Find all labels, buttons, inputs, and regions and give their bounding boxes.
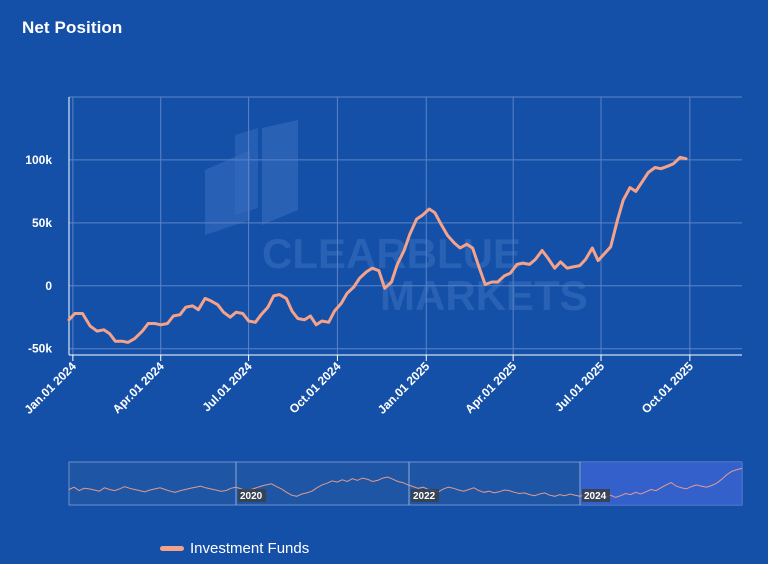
navigator[interactable]: 2020 2022 2024 <box>68 461 743 506</box>
legend-item-investment-funds[interactable]: Investment Funds <box>160 540 309 557</box>
y-tick-label: 0 <box>45 279 52 293</box>
legend-swatch <box>160 546 184 551</box>
x-tick-label: Oct.01 2025 <box>639 359 696 416</box>
series-line-investment-funds[interactable] <box>67 155 688 344</box>
x-tick-label: Jul.01 2025 <box>552 359 607 414</box>
y-tick-label: 100k <box>25 153 52 167</box>
x-tick-label: Jan.01 2024 <box>21 359 79 417</box>
series-investment-funds[interactable] <box>67 155 688 344</box>
x-tick-label: Apr.01 2024 <box>110 359 167 416</box>
navigator-year-label: 2024 <box>584 491 607 502</box>
chart-title: Net Position <box>22 18 123 37</box>
grid <box>69 96 742 355</box>
x-tick-label: Oct.01 2024 <box>286 359 343 416</box>
x-tick-label: Jan.01 2025 <box>375 359 433 417</box>
x-tick-label: Apr.01 2025 <box>462 359 519 416</box>
y-axis: -50k 0 50k 100k <box>25 97 70 356</box>
watermark-line1: CLEARBLUE <box>262 230 521 277</box>
legend-label: Investment Funds <box>190 540 310 557</box>
navigator-year-label: 2022 <box>413 491 436 502</box>
y-tick-label: -50k <box>28 342 52 356</box>
x-tick-label: Jul.01 2024 <box>200 359 255 414</box>
watermark-logo: CLEARBLUE MARKETS <box>205 120 588 319</box>
navigator-label-bg <box>238 489 266 502</box>
navigator-label-bg <box>582 489 610 502</box>
navigator-series-line <box>68 467 743 498</box>
navigator-year-label: 2020 <box>240 491 263 502</box>
x-axis: Jan.01 2024 Apr.01 2024 Jul.01 2024 Oct.01 … <box>21 354 742 417</box>
y-tick-label: 50k <box>32 216 52 230</box>
navigator-label-bg <box>411 489 439 502</box>
